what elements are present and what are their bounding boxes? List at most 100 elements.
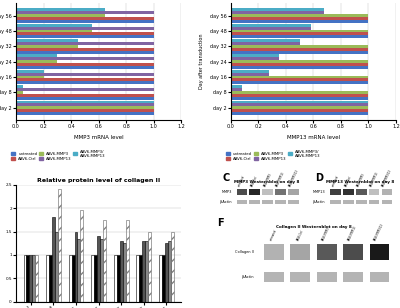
Bar <box>139 255 142 302</box>
Text: untreated: untreated <box>238 175 246 188</box>
Text: D: D <box>316 173 324 184</box>
Bar <box>16 17 154 20</box>
Bar <box>264 244 284 260</box>
Bar <box>16 75 44 79</box>
Text: AAV6-MMP3: AAV6-MMP3 <box>356 173 366 188</box>
Bar <box>58 189 61 302</box>
Bar <box>49 255 52 302</box>
Y-axis label: Day after transduction: Day after transduction <box>199 34 204 89</box>
Bar <box>275 200 286 204</box>
Bar <box>356 189 366 195</box>
Bar <box>369 189 380 195</box>
Title: Relative protein level of collagen II: Relative protein level of collagen II <box>37 178 160 183</box>
Bar <box>103 220 106 302</box>
Bar <box>16 91 23 94</box>
Bar <box>231 79 368 81</box>
Bar <box>231 63 368 66</box>
Bar <box>382 189 392 195</box>
Legend: untreated, AAV6-Ctrl, AAV6-MMP3, AAV6-MMP13, AAV6-MMP3/
AAV6-MMP13: untreated, AAV6-Ctrl, AAV6-MMP3, AAV6-MM… <box>224 148 322 162</box>
Bar <box>231 32 368 35</box>
Text: AAV6-MMP3: AAV6-MMP3 <box>322 226 332 241</box>
Text: untreated: untreated <box>269 229 278 241</box>
Bar <box>231 81 368 84</box>
Bar <box>231 24 311 26</box>
Text: MMP3: MMP3 <box>222 190 232 194</box>
Bar <box>136 255 139 302</box>
Bar <box>231 39 300 42</box>
Bar <box>16 97 154 99</box>
Text: AAV6-MMP3/13: AAV6-MMP3/13 <box>381 169 393 188</box>
Bar <box>382 200 392 204</box>
Bar <box>231 88 242 91</box>
Bar <box>250 200 260 204</box>
Bar <box>317 244 336 260</box>
Bar <box>120 241 123 302</box>
Bar <box>231 112 368 115</box>
Bar <box>100 239 103 302</box>
Title: MMP3 Westernblot on day 8: MMP3 Westernblot on day 8 <box>234 180 299 184</box>
Text: AAV6-Ctrl: AAV6-Ctrl <box>344 175 352 188</box>
Bar <box>162 255 165 302</box>
Bar <box>236 189 247 195</box>
Bar <box>148 232 151 302</box>
Bar <box>16 48 154 51</box>
Bar <box>356 200 366 204</box>
Bar <box>29 255 32 302</box>
Bar <box>16 109 154 112</box>
Bar <box>231 97 368 99</box>
Bar <box>97 236 100 302</box>
Bar <box>288 200 299 204</box>
Bar <box>78 239 80 302</box>
Bar <box>16 73 154 75</box>
Bar <box>343 272 363 282</box>
Bar <box>16 57 154 60</box>
Bar <box>231 35 368 38</box>
Bar <box>16 66 154 69</box>
Bar <box>231 66 368 69</box>
Bar <box>231 51 368 54</box>
Bar <box>370 244 389 260</box>
Title: Relative mRNA level of MMP3: Relative mRNA level of MMP3 <box>46 0 151 1</box>
Bar <box>330 200 341 204</box>
Bar <box>343 200 354 204</box>
X-axis label: MMP3 mRNA level: MMP3 mRNA level <box>74 135 124 140</box>
Bar <box>231 94 368 97</box>
Bar <box>16 63 154 66</box>
Bar <box>231 11 324 14</box>
Text: AAV6-MMP13: AAV6-MMP13 <box>348 225 358 241</box>
Bar <box>16 112 154 115</box>
Bar <box>16 94 154 97</box>
Bar <box>114 255 117 302</box>
Title: Collagen II Westernblot on day 8: Collagen II Westernblot on day 8 <box>276 225 351 229</box>
Bar <box>16 106 154 109</box>
Text: AAV6-Ctrl: AAV6-Ctrl <box>296 229 304 241</box>
Bar <box>250 189 260 195</box>
Text: F: F <box>218 218 224 228</box>
Bar <box>16 8 106 11</box>
Bar <box>231 70 269 73</box>
Bar <box>369 200 380 204</box>
Text: Collagen II: Collagen II <box>235 250 254 254</box>
Text: C: C <box>222 173 230 184</box>
Bar <box>231 8 324 11</box>
Bar <box>16 11 154 14</box>
Bar <box>16 45 78 48</box>
Bar <box>91 255 94 302</box>
Bar <box>16 20 154 23</box>
Bar <box>16 85 23 88</box>
Bar <box>145 241 148 302</box>
Bar <box>123 243 126 302</box>
Bar <box>231 30 368 32</box>
Bar <box>80 210 83 302</box>
Bar <box>69 255 72 302</box>
Bar <box>275 189 286 195</box>
Bar <box>231 45 368 48</box>
Bar <box>24 255 26 302</box>
Bar <box>343 244 363 260</box>
Bar <box>231 26 311 30</box>
Text: untreated: untreated <box>331 175 340 188</box>
Bar <box>16 79 154 81</box>
Bar <box>117 255 120 302</box>
Text: AAV6-MMP3: AAV6-MMP3 <box>263 173 273 188</box>
Bar <box>159 255 162 302</box>
